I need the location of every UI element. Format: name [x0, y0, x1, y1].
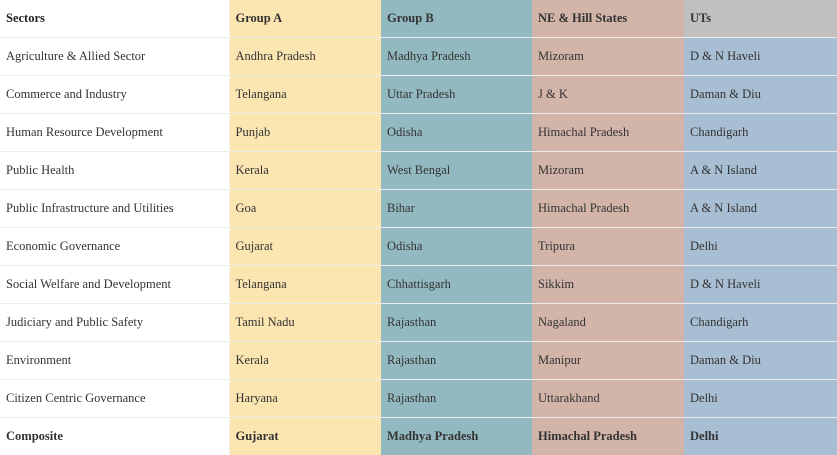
table-row: Environment Kerala Rajasthan Manipur Dam…	[0, 341, 837, 380]
composite-uts: Delhi	[684, 417, 837, 455]
cell-group-a: Andhra Pradesh	[229, 37, 381, 76]
cell-sector: Public Infrastructure and Utilities	[0, 189, 230, 228]
cell-ne-hill: Himachal Pradesh	[532, 113, 684, 152]
cell-group-a: Haryana	[229, 379, 381, 418]
cell-group-a: Telangana	[229, 75, 381, 114]
cell-group-a: Kerala	[229, 151, 381, 190]
composite-group-b: Madhya Pradesh	[381, 417, 532, 455]
table-row: Human Resource Development Punjab Odisha…	[0, 113, 837, 152]
cell-uts: A & N Island	[684, 151, 837, 190]
cell-group-b: Rajasthan	[381, 341, 532, 380]
cell-group-b: Uttar Pradesh	[381, 75, 532, 114]
cell-uts: Chandigarh	[684, 303, 837, 342]
cell-group-b: Odisha	[381, 113, 532, 152]
cell-ne-hill: Mizoram	[532, 151, 684, 190]
header-uts: UTs	[684, 0, 837, 38]
composite-group-a: Gujarat	[229, 417, 381, 455]
composite-label: Composite	[0, 417, 230, 455]
composite-ne-hill: Himachal Pradesh	[532, 417, 684, 455]
cell-sector: Environment	[0, 341, 230, 380]
table-row: Economic Governance Gujarat Odisha Tripu…	[0, 227, 837, 266]
table-header: Sectors Group A Group B NE & Hill States…	[0, 0, 837, 38]
cell-group-a: Gujarat	[229, 227, 381, 266]
cell-ne-hill: Mizoram	[532, 37, 684, 76]
cell-uts: Daman & Diu	[684, 75, 837, 114]
cell-group-b: Chhattisgarh	[381, 265, 532, 304]
cell-ne-hill: Himachal Pradesh	[532, 189, 684, 228]
cell-uts: D & N Haveli	[684, 265, 837, 304]
header-ne-hill-states: NE & Hill States	[532, 0, 684, 38]
header-group-a: Group A	[229, 0, 381, 38]
table-row: Citizen Centric Governance Haryana Rajas…	[0, 379, 837, 418]
cell-sector: Economic Governance	[0, 227, 230, 266]
cell-group-b: Bihar	[381, 189, 532, 228]
table-row: Public Health Kerala West Bengal Mizoram…	[0, 151, 837, 190]
cell-ne-hill: Uttarakhand	[532, 379, 684, 418]
table-row: Social Welfare and Development Telangana…	[0, 265, 837, 304]
cell-group-a: Punjab	[229, 113, 381, 152]
cell-uts: Chandigarh	[684, 113, 837, 152]
cell-ne-hill: Sikkim	[532, 265, 684, 304]
cell-group-b: Rajasthan	[381, 379, 532, 418]
cell-sector: Commerce and Industry	[0, 75, 230, 114]
cell-group-a: Tamil Nadu	[229, 303, 381, 342]
cell-group-b: Madhya Pradesh	[381, 37, 532, 76]
table-row: Judiciary and Public Safety Tamil Nadu R…	[0, 303, 837, 342]
cell-group-a: Goa	[229, 189, 381, 228]
header-sectors: Sectors	[0, 0, 230, 38]
cell-group-b: Rajasthan	[381, 303, 532, 342]
cell-uts: Delhi	[684, 227, 837, 266]
header-group-b: Group B	[381, 0, 532, 38]
cell-sector: Citizen Centric Governance	[0, 379, 230, 418]
cell-sector: Judiciary and Public Safety	[0, 303, 230, 342]
cell-uts: Delhi	[684, 379, 837, 418]
cell-sector: Public Health	[0, 151, 230, 190]
cell-ne-hill: Tripura	[532, 227, 684, 266]
cell-ne-hill: Manipur	[532, 341, 684, 380]
cell-sector: Social Welfare and Development	[0, 265, 230, 304]
cell-sector: Human Resource Development	[0, 113, 230, 152]
table-row: Agriculture & Allied Sector Andhra Prade…	[0, 37, 837, 76]
cell-ne-hill: J & K	[532, 75, 684, 114]
cell-ne-hill: Nagaland	[532, 303, 684, 342]
table-row: Commerce and Industry Telangana Uttar Pr…	[0, 75, 837, 114]
cell-uts: D & N Haveli	[684, 37, 837, 76]
cell-group-b: West Bengal	[381, 151, 532, 190]
cell-uts: A & N Island	[684, 189, 837, 228]
table-row: Public Infrastructure and Utilities Goa …	[0, 189, 837, 228]
cell-group-a: Telangana	[229, 265, 381, 304]
cell-uts: Daman & Diu	[684, 341, 837, 380]
composite-row: Composite Gujarat Madhya Pradesh Himacha…	[0, 417, 837, 455]
header-row: Sectors Group A Group B NE & Hill States…	[0, 0, 837, 38]
table-body: Agriculture & Allied Sector Andhra Prade…	[0, 37, 837, 455]
cell-sector: Agriculture & Allied Sector	[0, 37, 230, 76]
cell-group-a: Kerala	[229, 341, 381, 380]
cell-group-b: Odisha	[381, 227, 532, 266]
